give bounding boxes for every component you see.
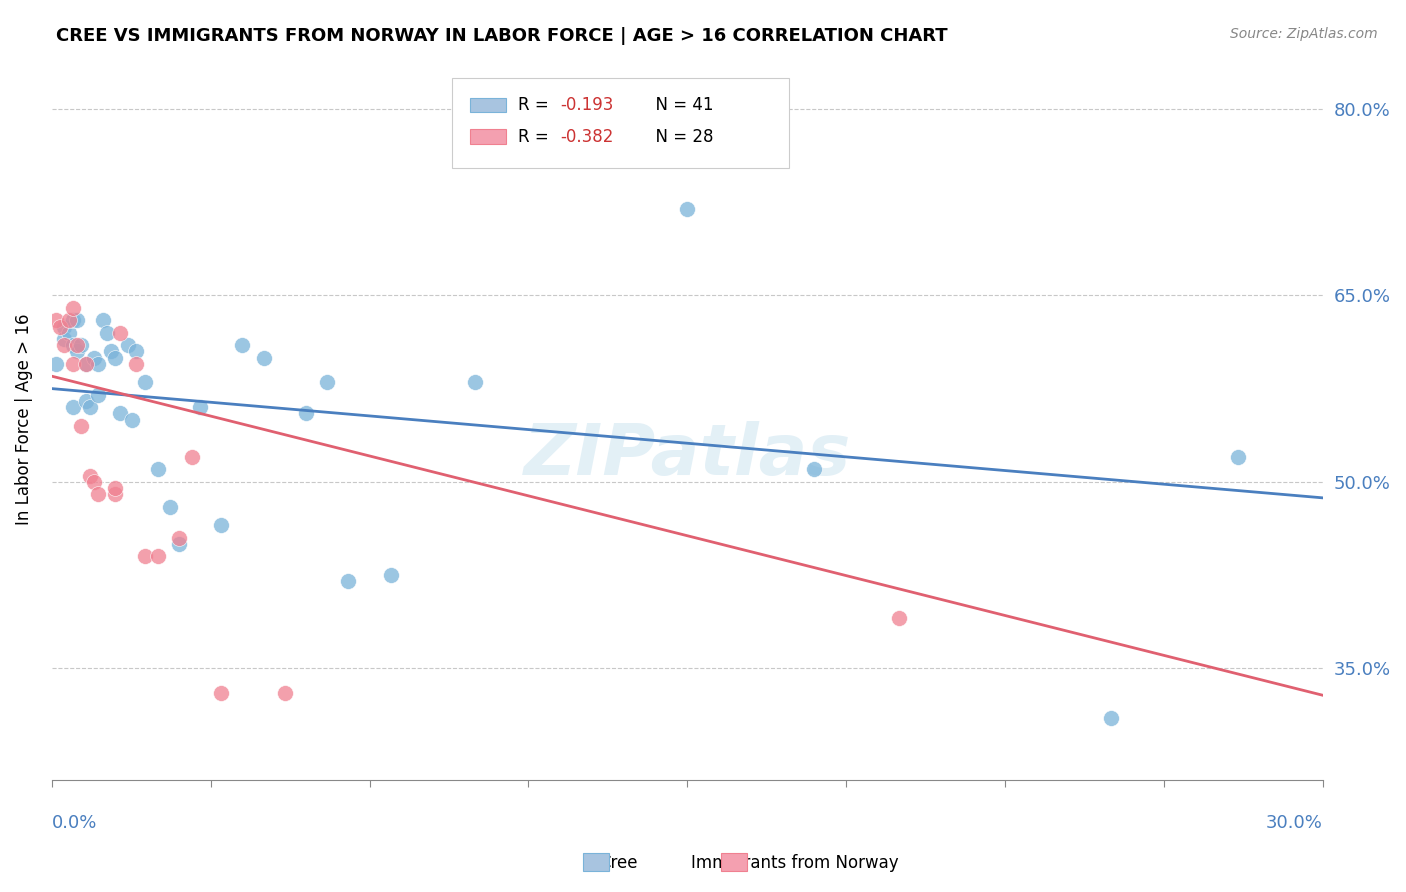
FancyBboxPatch shape (470, 129, 506, 144)
Point (53, 338, 76, 352)
Point (70, 418, 93, 433)
Point (66, 313, 89, 327)
Point (96, 326, 118, 340)
Text: 30.0%: 30.0% (1265, 814, 1323, 832)
Point (146, 462, 169, 476)
Point (1227, 450, 1250, 464)
Point (125, 344, 148, 359)
Point (316, 376, 339, 390)
Point (167, 531, 190, 545)
Point (887, 611, 910, 625)
Point (83, 351, 105, 365)
Text: N = 28: N = 28 (645, 128, 714, 145)
Point (62, 357, 84, 371)
Point (252, 351, 274, 365)
Point (100, 344, 122, 359)
FancyBboxPatch shape (470, 98, 506, 112)
Text: Source: ZipAtlas.com: Source: ZipAtlas.com (1230, 27, 1378, 41)
Text: -0.382: -0.382 (560, 128, 613, 145)
Point (87, 357, 110, 371)
Text: CREE VS IMMIGRANTS FROM NORWAY IN LABOR FORCE | AGE > 16 CORRELATION CHART: CREE VS IMMIGRANTS FROM NORWAY IN LABOR … (56, 27, 948, 45)
Point (66, 338, 89, 352)
Point (79, 468, 101, 483)
Text: R =: R = (519, 128, 554, 145)
Text: -0.193: -0.193 (560, 96, 613, 114)
Point (58, 313, 80, 327)
Point (380, 567, 402, 582)
Point (49, 319, 72, 334)
Point (676, 202, 699, 216)
Text: N = 41: N = 41 (645, 96, 714, 114)
Point (62, 401, 84, 415)
Point (146, 549, 169, 564)
Point (83, 475, 105, 489)
Y-axis label: In Labor Force | Age > 16: In Labor Force | Age > 16 (15, 314, 32, 525)
Point (53, 319, 76, 334)
Text: Cree: Cree (599, 855, 638, 872)
Point (45, 357, 67, 371)
FancyBboxPatch shape (453, 78, 789, 168)
Text: 0.0%: 0.0% (52, 814, 97, 832)
Point (180, 450, 202, 464)
Point (167, 537, 190, 551)
Point (134, 549, 156, 564)
Point (134, 376, 156, 390)
Point (66, 344, 89, 359)
Point (104, 487, 127, 501)
Point (108, 326, 131, 340)
Point (125, 357, 148, 371)
Text: Immigrants from Norway: Immigrants from Norway (690, 855, 898, 872)
Point (209, 686, 232, 700)
Point (53, 332, 76, 346)
Point (62, 301, 84, 315)
Point (188, 401, 211, 415)
Point (117, 338, 139, 352)
Point (209, 518, 232, 533)
Point (75, 394, 97, 409)
Point (75, 357, 97, 371)
Point (231, 338, 253, 352)
Text: R =: R = (519, 96, 554, 114)
Text: ZIPatlas: ZIPatlas (523, 421, 851, 490)
Point (159, 500, 181, 514)
Point (45, 313, 67, 327)
Point (70, 338, 93, 352)
Point (464, 376, 486, 390)
Point (104, 481, 127, 495)
Point (75, 357, 97, 371)
Point (104, 351, 127, 365)
Point (87, 388, 110, 402)
Point (91, 313, 114, 327)
Point (337, 574, 360, 588)
Point (58, 326, 80, 340)
Point (803, 462, 825, 476)
Point (121, 412, 143, 426)
Point (79, 401, 101, 415)
Point (295, 406, 318, 420)
Point (62, 338, 84, 352)
Point (87, 487, 110, 501)
Point (62, 313, 84, 327)
Point (1099, 710, 1122, 724)
Point (274, 686, 297, 700)
Point (108, 406, 131, 420)
